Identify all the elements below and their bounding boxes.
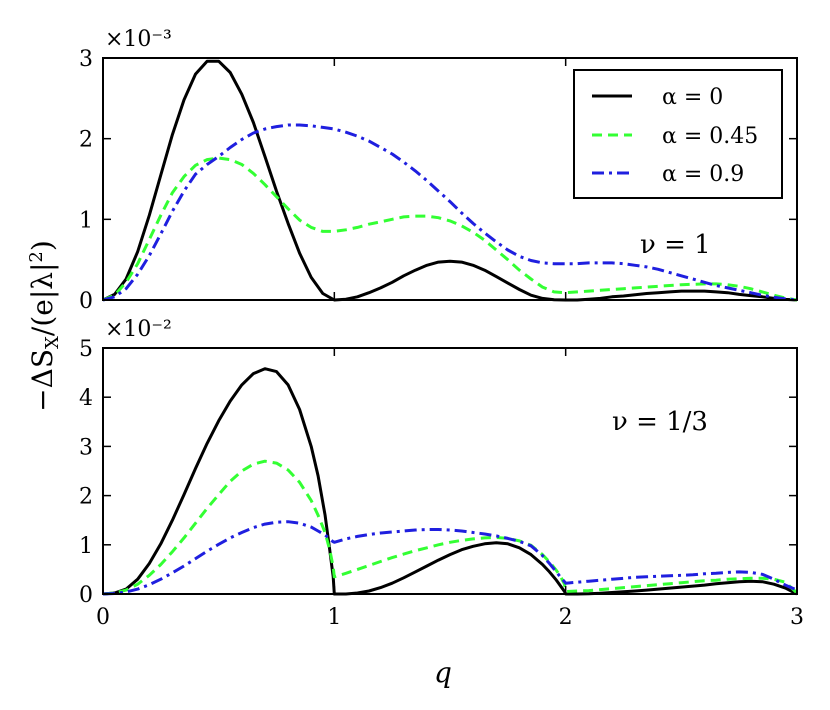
panel-top: 0 1 2 3 ×10⁻³ ν = 1 α = 0 α = 0.45 α = 0.9	[79, 27, 798, 314]
x-axis-label: q	[434, 656, 452, 689]
bottom-x-tick-label-0: 0	[96, 605, 110, 630]
legend: α = 0 α = 0.45 α = 0.9	[573, 69, 783, 199]
top-y-tick-label-3: 3	[79, 47, 93, 72]
bottom-y-tick-label-5: 5	[79, 337, 93, 362]
bottom-x-tick-label-3: 3	[790, 605, 804, 630]
bottom-y-multiplier: ×10⁻²	[105, 317, 172, 342]
top-axes-frame	[102, 57, 798, 301]
top-y-multiplier: ×10⁻³	[105, 27, 172, 52]
top-series-group	[102, 59, 798, 302]
bottom-ticks: 0 1 2 3 4 5 0 1 2 3	[79, 337, 804, 630]
top-y-tick-label-0: 0	[79, 289, 93, 314]
bottom-series-line-0	[102, 367, 798, 596]
top-annotation: ν = 1	[640, 230, 711, 260]
top-series-line-0	[102, 59, 798, 302]
panel-bottom: 0 1 2 3 4 5 0 1 2 3 ×10⁻² ν = 1/3	[79, 317, 804, 630]
bottom-annotation: ν = 1/3	[612, 407, 708, 437]
bottom-series-line-2	[102, 520, 798, 596]
bottom-series-line-1	[102, 459, 799, 596]
bottom-y-tick-label-2: 2	[79, 485, 93, 510]
top-series-line-1	[102, 156, 798, 302]
legend-label-alpha-0: α = 0	[662, 85, 723, 110]
bottom-axes-frame	[102, 347, 798, 595]
bottom-series-group	[102, 367, 799, 596]
legend-label-alpha-045: α = 0.45	[662, 124, 758, 149]
top-ticks: 0 1 2 3	[79, 47, 798, 314]
bottom-y-tick-label-3: 3	[79, 435, 93, 460]
bottom-y-tick-label-1: 1	[79, 534, 93, 559]
y-axis-label: −ΔSX/(e|λ|2)	[26, 240, 63, 412]
top-series-line-2	[102, 123, 798, 302]
y-axis-label-text: −ΔSX/(e|λ|2)	[26, 240, 63, 412]
bottom-y-tick-label-0: 0	[79, 583, 93, 608]
top-y-tick-label-2: 2	[79, 128, 93, 153]
bottom-y-tick-label-4: 4	[79, 386, 93, 411]
bottom-x-tick-label-2: 2	[559, 605, 573, 630]
top-y-tick-label-1: 1	[79, 208, 93, 233]
legend-label-alpha-09: α = 0.9	[662, 162, 744, 187]
bottom-x-tick-label-1: 1	[327, 605, 341, 630]
